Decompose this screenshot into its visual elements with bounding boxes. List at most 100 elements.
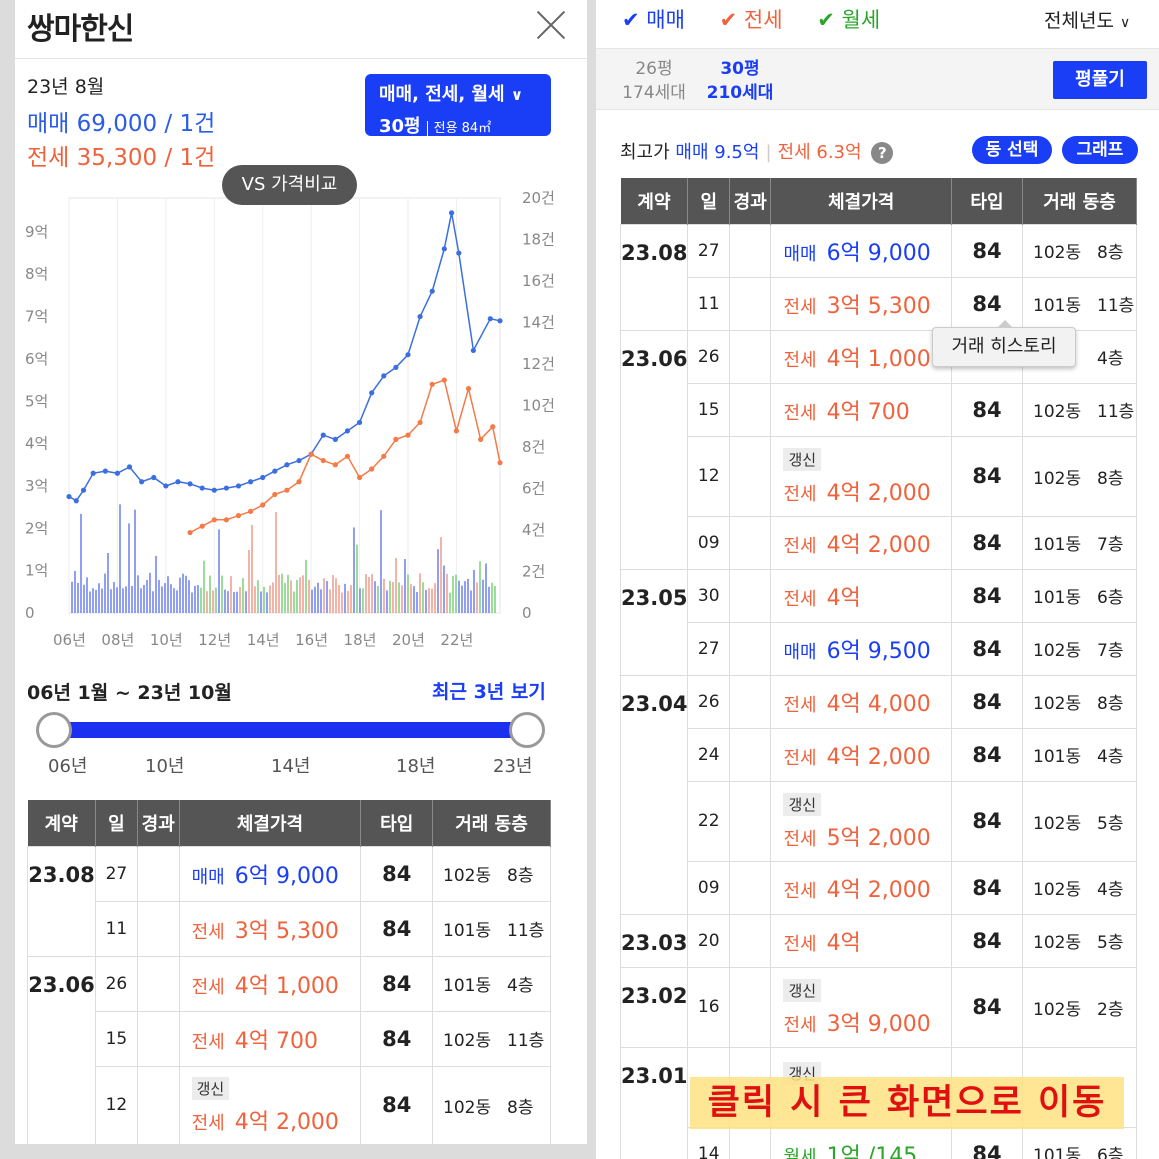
trade-kind: 전세 bbox=[191, 1112, 225, 1134]
volume-bar bbox=[188, 580, 190, 613]
volume-bar bbox=[452, 576, 454, 613]
volume-bar bbox=[317, 582, 319, 613]
floor: 11층 bbox=[507, 921, 545, 941]
series-point bbox=[235, 513, 242, 519]
trade-kind: 전세 bbox=[191, 976, 225, 998]
slider-tick: 23년 bbox=[493, 756, 533, 777]
dong: 102동 bbox=[1033, 880, 1082, 900]
size-tab-26[interactable]: 26평 174세대 bbox=[622, 57, 686, 105]
dong: 102동 bbox=[1033, 694, 1082, 714]
volume-bar bbox=[182, 573, 184, 613]
table-row[interactable]: 14 월세 1억 /145 84 101동 6층 bbox=[621, 1126, 1137, 1159]
series-point bbox=[102, 468, 108, 474]
floor: 8층 bbox=[1097, 694, 1124, 714]
volume-bar bbox=[308, 579, 310, 613]
volume-bar bbox=[164, 583, 166, 613]
vs-compare-button[interactable]: VS 가격비교 bbox=[222, 165, 357, 205]
table-row[interactable]: 11 전세 3억 5,300 84 101동 11층 bbox=[28, 900, 551, 957]
series-point bbox=[211, 517, 217, 523]
price-chart[interactable]: 0 1억 2억 3억 4억 5억 6억 7억 8억 9억 0 2건 4건 6건 8건 10건 12건 14건 16건… bbox=[15, 180, 587, 670]
trade-filter-button[interactable]: 매매, 전세, 월세 ∨ 30평 전용 84㎡ bbox=[365, 74, 551, 137]
volume-bar bbox=[299, 577, 301, 613]
table-row[interactable]: 23.05 30 전세 4억 84 101동 6층 bbox=[619, 568, 1137, 676]
table-row[interactable]: 22 갱신 전세 5억 2,000 84 102동 5층 bbox=[621, 780, 1137, 862]
help-icon[interactable]: ? bbox=[871, 142, 894, 164]
table-row[interactable]: 11 전세 3억 5,300 84 101동 11층 bbox=[621, 276, 1137, 331]
table-row[interactable]: 23.08 27 매매 6억 9,000 84 102동 8층 bbox=[619, 223, 1137, 331]
table-row[interactable]: 12 갱신 전세 4억 2,000 84 102동 8층 bbox=[621, 435, 1137, 517]
close-icon[interactable] bbox=[533, 6, 569, 42]
elapsed bbox=[136, 900, 180, 957]
volume-bar bbox=[479, 561, 481, 613]
range-slider-track[interactable] bbox=[53, 722, 527, 738]
open-large-view-banner[interactable]: 클릭 시 큰 화면으로 이동 bbox=[690, 1077, 1124, 1129]
volume-bar bbox=[278, 574, 280, 613]
unit-type: 84 bbox=[360, 955, 434, 1012]
trade-kind: 매매 bbox=[783, 243, 817, 265]
x-tick: 16년 bbox=[295, 631, 328, 649]
volume-bar bbox=[386, 590, 388, 613]
contract-date: 23.01 bbox=[619, 1046, 689, 1159]
year-select[interactable]: 전체년도 ∨ bbox=[1044, 6, 1130, 33]
x-tick: 18년 bbox=[344, 631, 377, 649]
graph-button[interactable]: 그래프 bbox=[1062, 136, 1138, 164]
volume-bar bbox=[401, 585, 403, 613]
table-row[interactable]: 27 매매 6억 9,500 84 102동 7층 bbox=[621, 621, 1137, 676]
trade-kind: 매매 bbox=[783, 641, 817, 663]
trade-kind: 전세 bbox=[191, 921, 225, 943]
range-slider-start-handle[interactable] bbox=[36, 712, 72, 748]
table-row[interactable]: 23.04 26 전세 4억 4,000 84 102동 8층 bbox=[619, 674, 1137, 915]
table-row[interactable]: 23.03 20 전세 4억 84 102동 5층 bbox=[619, 913, 1137, 968]
volume-bar bbox=[404, 559, 406, 613]
filter-jeonse-toggle[interactable]: ✔ 전세 bbox=[719, 8, 783, 32]
size-tab-30[interactable]: 30평 210세대 bbox=[704, 57, 776, 105]
table-row[interactable]: 23.06 26 전세 4억 1,000 84 101동 4층 bbox=[27, 955, 551, 1144]
filter-monthly-toggle[interactable]: ✔ 월세 bbox=[817, 8, 881, 32]
table-row[interactable]: 23.02 16 갱신 전세 3억 9,000 84 102동 2층 bbox=[619, 966, 1137, 1048]
series-point bbox=[260, 502, 266, 508]
series-point bbox=[369, 466, 375, 472]
volume-bar bbox=[422, 582, 424, 613]
table-row[interactable]: 09 전세 4억 2,000 84 102동 4층 bbox=[621, 860, 1137, 915]
table-row[interactable]: 23.08 27 매매 6억 9,000 84 102동 8층 bbox=[27, 845, 551, 957]
volume-bar bbox=[158, 580, 160, 613]
divider bbox=[15, 58, 587, 59]
contract-day: 26 bbox=[687, 329, 730, 384]
recent-3y-link[interactable]: 최근 3년 보기 bbox=[432, 681, 546, 703]
renew-badge: 갱신 bbox=[783, 447, 822, 471]
volume-bar bbox=[467, 578, 469, 613]
table-row[interactable]: 15 전세 4억 700 84 102동 11층 bbox=[28, 1010, 551, 1067]
volume-bar bbox=[443, 565, 445, 613]
volume-bar bbox=[296, 579, 298, 613]
y-left-tick: 5억 bbox=[25, 392, 48, 410]
table-row[interactable]: 15 전세 4억 700 84 102동 11층 bbox=[621, 382, 1137, 437]
trade-kind: 전세 bbox=[783, 349, 817, 371]
deal-price: 갱신 전세 5억 2,000 bbox=[770, 780, 952, 862]
volume-bar bbox=[365, 574, 367, 613]
range-slider-end-handle[interactable] bbox=[509, 712, 545, 748]
deal-price: 매매 6억 9,000 bbox=[770, 223, 952, 278]
contract-day: 24 bbox=[687, 727, 730, 782]
table-row[interactable]: 24 전세 4억 2,000 84 101동 4층 bbox=[621, 727, 1137, 782]
slider-tick: 06년 bbox=[48, 756, 88, 777]
volume-bar bbox=[122, 588, 124, 613]
x-tick: 10년 bbox=[150, 631, 183, 649]
col-header: 일 bbox=[95, 800, 138, 846]
table-row[interactable]: 12 갱신 전세 4억 2,000 84 102동 8층 bbox=[28, 1065, 551, 1144]
max-sale: 매매 9.5억 bbox=[675, 142, 760, 163]
dong-floor: 101동 11층 bbox=[432, 900, 551, 957]
table-row[interactable]: 09 전세 4억 2,000 84 101동 7층 bbox=[621, 515, 1137, 570]
dong-select-button[interactable]: 동 선택 bbox=[972, 136, 1052, 164]
volume-bar bbox=[410, 584, 412, 613]
pyeong-toggle-button[interactable]: 평풀기 bbox=[1053, 61, 1147, 99]
series-point bbox=[429, 381, 435, 387]
dong: 102동 bbox=[1033, 999, 1082, 1020]
dong-floor: 101동 4층 bbox=[432, 955, 551, 1012]
series-point bbox=[272, 468, 278, 474]
chevron-down-icon: ∨ bbox=[510, 86, 524, 104]
contract-date: 23.03 bbox=[619, 913, 689, 968]
filter-sale-toggle[interactable]: ✔ 매매 bbox=[622, 8, 685, 32]
trade-kind: 전세 bbox=[783, 535, 817, 557]
series-point bbox=[163, 483, 169, 489]
